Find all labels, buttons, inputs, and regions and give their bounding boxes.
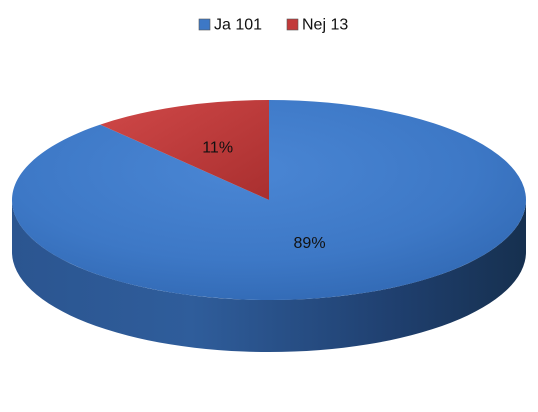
legend: Ja 101 Nej 13	[198, 17, 348, 34]
legend-item: Nej 13	[286, 17, 348, 34]
legend-item: Ja 101	[198, 17, 262, 34]
data-label: 11%	[202, 140, 233, 157]
legend-label: Nej 13	[302, 17, 348, 34]
legend-swatch	[286, 18, 299, 31]
legend-label: Ja 101	[214, 17, 262, 34]
data-label: 89%	[294, 235, 326, 252]
pie-slice-nej	[100, 100, 270, 200]
legend-swatch	[198, 18, 211, 31]
pie-side-wall	[12, 200, 526, 352]
pie-layer: 89% 11%	[11, 100, 527, 352]
